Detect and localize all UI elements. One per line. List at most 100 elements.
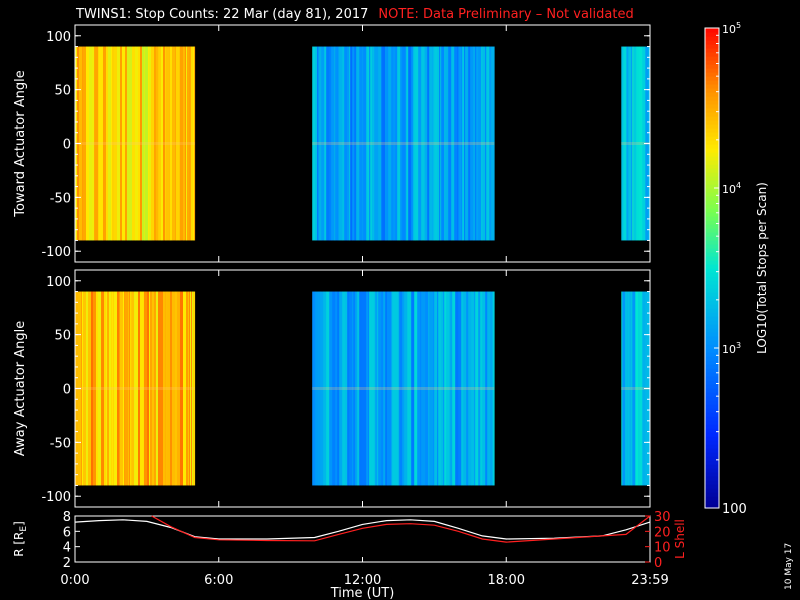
heatmap-cell-toward-1 [424, 46, 426, 241]
series-line-l-shell [151, 515, 651, 543]
colorbar-segment [705, 376, 719, 381]
heatmap-cell-away-1 [366, 291, 369, 486]
colorbar-segment [705, 236, 719, 241]
heatmap-cell-toward-0 [82, 46, 84, 241]
colorbar-segment [705, 408, 719, 413]
heatmap-cell-away-0 [143, 291, 145, 486]
heatmap-cell-away-2 [622, 291, 626, 486]
colorbar-frame [704, 27, 720, 509]
colorbar-segment [705, 400, 719, 405]
heatmap-cell-toward-1 [468, 46, 471, 241]
heatmap-cell-away-2 [632, 291, 636, 486]
orbit-left-ytick-label: 6 [63, 525, 71, 540]
colorbar-segment [705, 472, 719, 477]
heatmap-cell-toward-0 [102, 46, 104, 241]
heatmap-cell-toward-0 [185, 46, 187, 241]
colorbar-segment [705, 136, 719, 141]
heatmap-cell-toward-1 [334, 46, 336, 241]
colorbar-segment [705, 464, 719, 469]
heatmap-cell-toward-0 [151, 46, 155, 241]
heatmap-cell-away-1 [375, 291, 378, 486]
heatmap-cell-toward-1 [342, 46, 345, 241]
heatmap-cell-away-1 [492, 291, 494, 486]
colorbar-tick-label: 104 [722, 181, 741, 196]
heatmap-cell-toward-0 [111, 46, 113, 241]
heatmap-cell-away-1 [437, 291, 439, 486]
heatmap-cell-toward-0 [83, 46, 87, 241]
colorbar-segment [705, 352, 719, 357]
heatmap-cell-away-0 [82, 291, 84, 486]
colorbar-segment [705, 220, 719, 225]
heatmap-cell-away-0 [125, 291, 129, 486]
heatmap-cell-away-0 [109, 291, 112, 486]
colorbar-segment [705, 212, 719, 217]
heatmap-cell-toward-1 [402, 46, 406, 241]
heatmap-cell-away-1 [320, 291, 324, 486]
colorbar-segment [705, 436, 719, 441]
heatmap-cell-toward-0 [189, 46, 191, 241]
colorbar-segment [705, 180, 719, 185]
zero-angle-band-away-0 [75, 387, 195, 390]
heatmap-cell-toward-1 [459, 46, 462, 241]
heatmap-cell-away-0 [175, 291, 178, 486]
away-ytick-label: 50 [54, 329, 71, 344]
heatmap-cell-toward-1 [482, 46, 486, 241]
heatmap-cell-toward-1 [406, 46, 409, 241]
heatmap-cell-away-0 [147, 291, 150, 486]
orbit-left-ytick-label: 2 [63, 556, 71, 571]
heatmap-cell-away-2 [639, 291, 643, 486]
heatmap-cell-away-1 [431, 291, 434, 486]
colorbar-tick-label: 105 [722, 21, 741, 36]
heatmap-cell-toward-0 [187, 46, 190, 241]
heatmap-cell-toward-1 [385, 46, 387, 241]
heatmap-cell-away-2 [621, 291, 623, 486]
heatmap-cell-toward-0 [166, 46, 170, 241]
colorbar-segment [705, 84, 719, 89]
heatmap-cell-toward-2 [627, 46, 629, 241]
heatmap-cell-away-0 [124, 291, 126, 486]
colorbar-segment [705, 420, 719, 425]
series-line-r [74, 519, 651, 540]
heatmap-cell-away-1 [319, 291, 321, 486]
heatmap-cell-away-1 [385, 291, 388, 486]
orbit-right-ylabel: L Shell [673, 519, 687, 559]
colorbar-segment [705, 372, 719, 377]
heatmap-cell-away-1 [409, 291, 412, 486]
heatmap-cell-away-0 [113, 291, 115, 486]
colorbar-segment [705, 468, 719, 473]
heatmap-cell-away-1 [395, 291, 398, 486]
away-ytick-label: 0 [63, 383, 71, 398]
heatmap-cell-toward-1 [440, 46, 442, 241]
heatmap-cell-away-0 [156, 291, 159, 486]
colorbar-segment [705, 428, 719, 433]
heatmap-cell-toward-0 [127, 46, 131, 241]
heatmap-cell-toward-0 [122, 46, 126, 241]
heatmap-cell-toward-0 [176, 46, 180, 241]
title-text: TWINS1: Stop Counts: 22 Mar (day 81), 20… [76, 7, 369, 22]
colorbar-segment [705, 488, 719, 493]
heatmap-cell-away-1 [326, 291, 330, 486]
heatmap-cell-toward-1 [315, 46, 318, 241]
orbit-left-ylabel: R [RE] [12, 521, 29, 557]
colorbar-segment [705, 300, 719, 305]
heatmap-cell-toward-2 [636, 46, 640, 241]
colorbar-segment [705, 48, 719, 53]
heatmap-cell-away-1 [487, 291, 491, 486]
heatmap-cell-toward-0 [165, 46, 167, 241]
heatmap-cell-away-1 [452, 291, 456, 486]
colorbar-segment [705, 492, 719, 497]
heatmap-cell-away-1 [480, 291, 483, 486]
heatmap-cell-toward-1 [335, 46, 338, 241]
heatmap-cell-away-1 [399, 291, 403, 486]
heatmap-cell-toward-1 [321, 46, 325, 241]
heatmap-cell-toward-1 [408, 46, 412, 241]
heatmap-cell-toward-1 [439, 46, 441, 241]
heatmap-cell-away-0 [150, 291, 153, 486]
heatmap-cell-toward-0 [183, 46, 186, 241]
heatmap-cell-toward-0 [161, 46, 164, 241]
heatmap-cell-away-1 [444, 291, 447, 486]
colorbar-segment [705, 28, 719, 33]
colorbar-segment [705, 96, 719, 101]
heatmap-cell-toward-1 [433, 46, 435, 241]
heatmap-cell-away-0 [152, 291, 155, 486]
